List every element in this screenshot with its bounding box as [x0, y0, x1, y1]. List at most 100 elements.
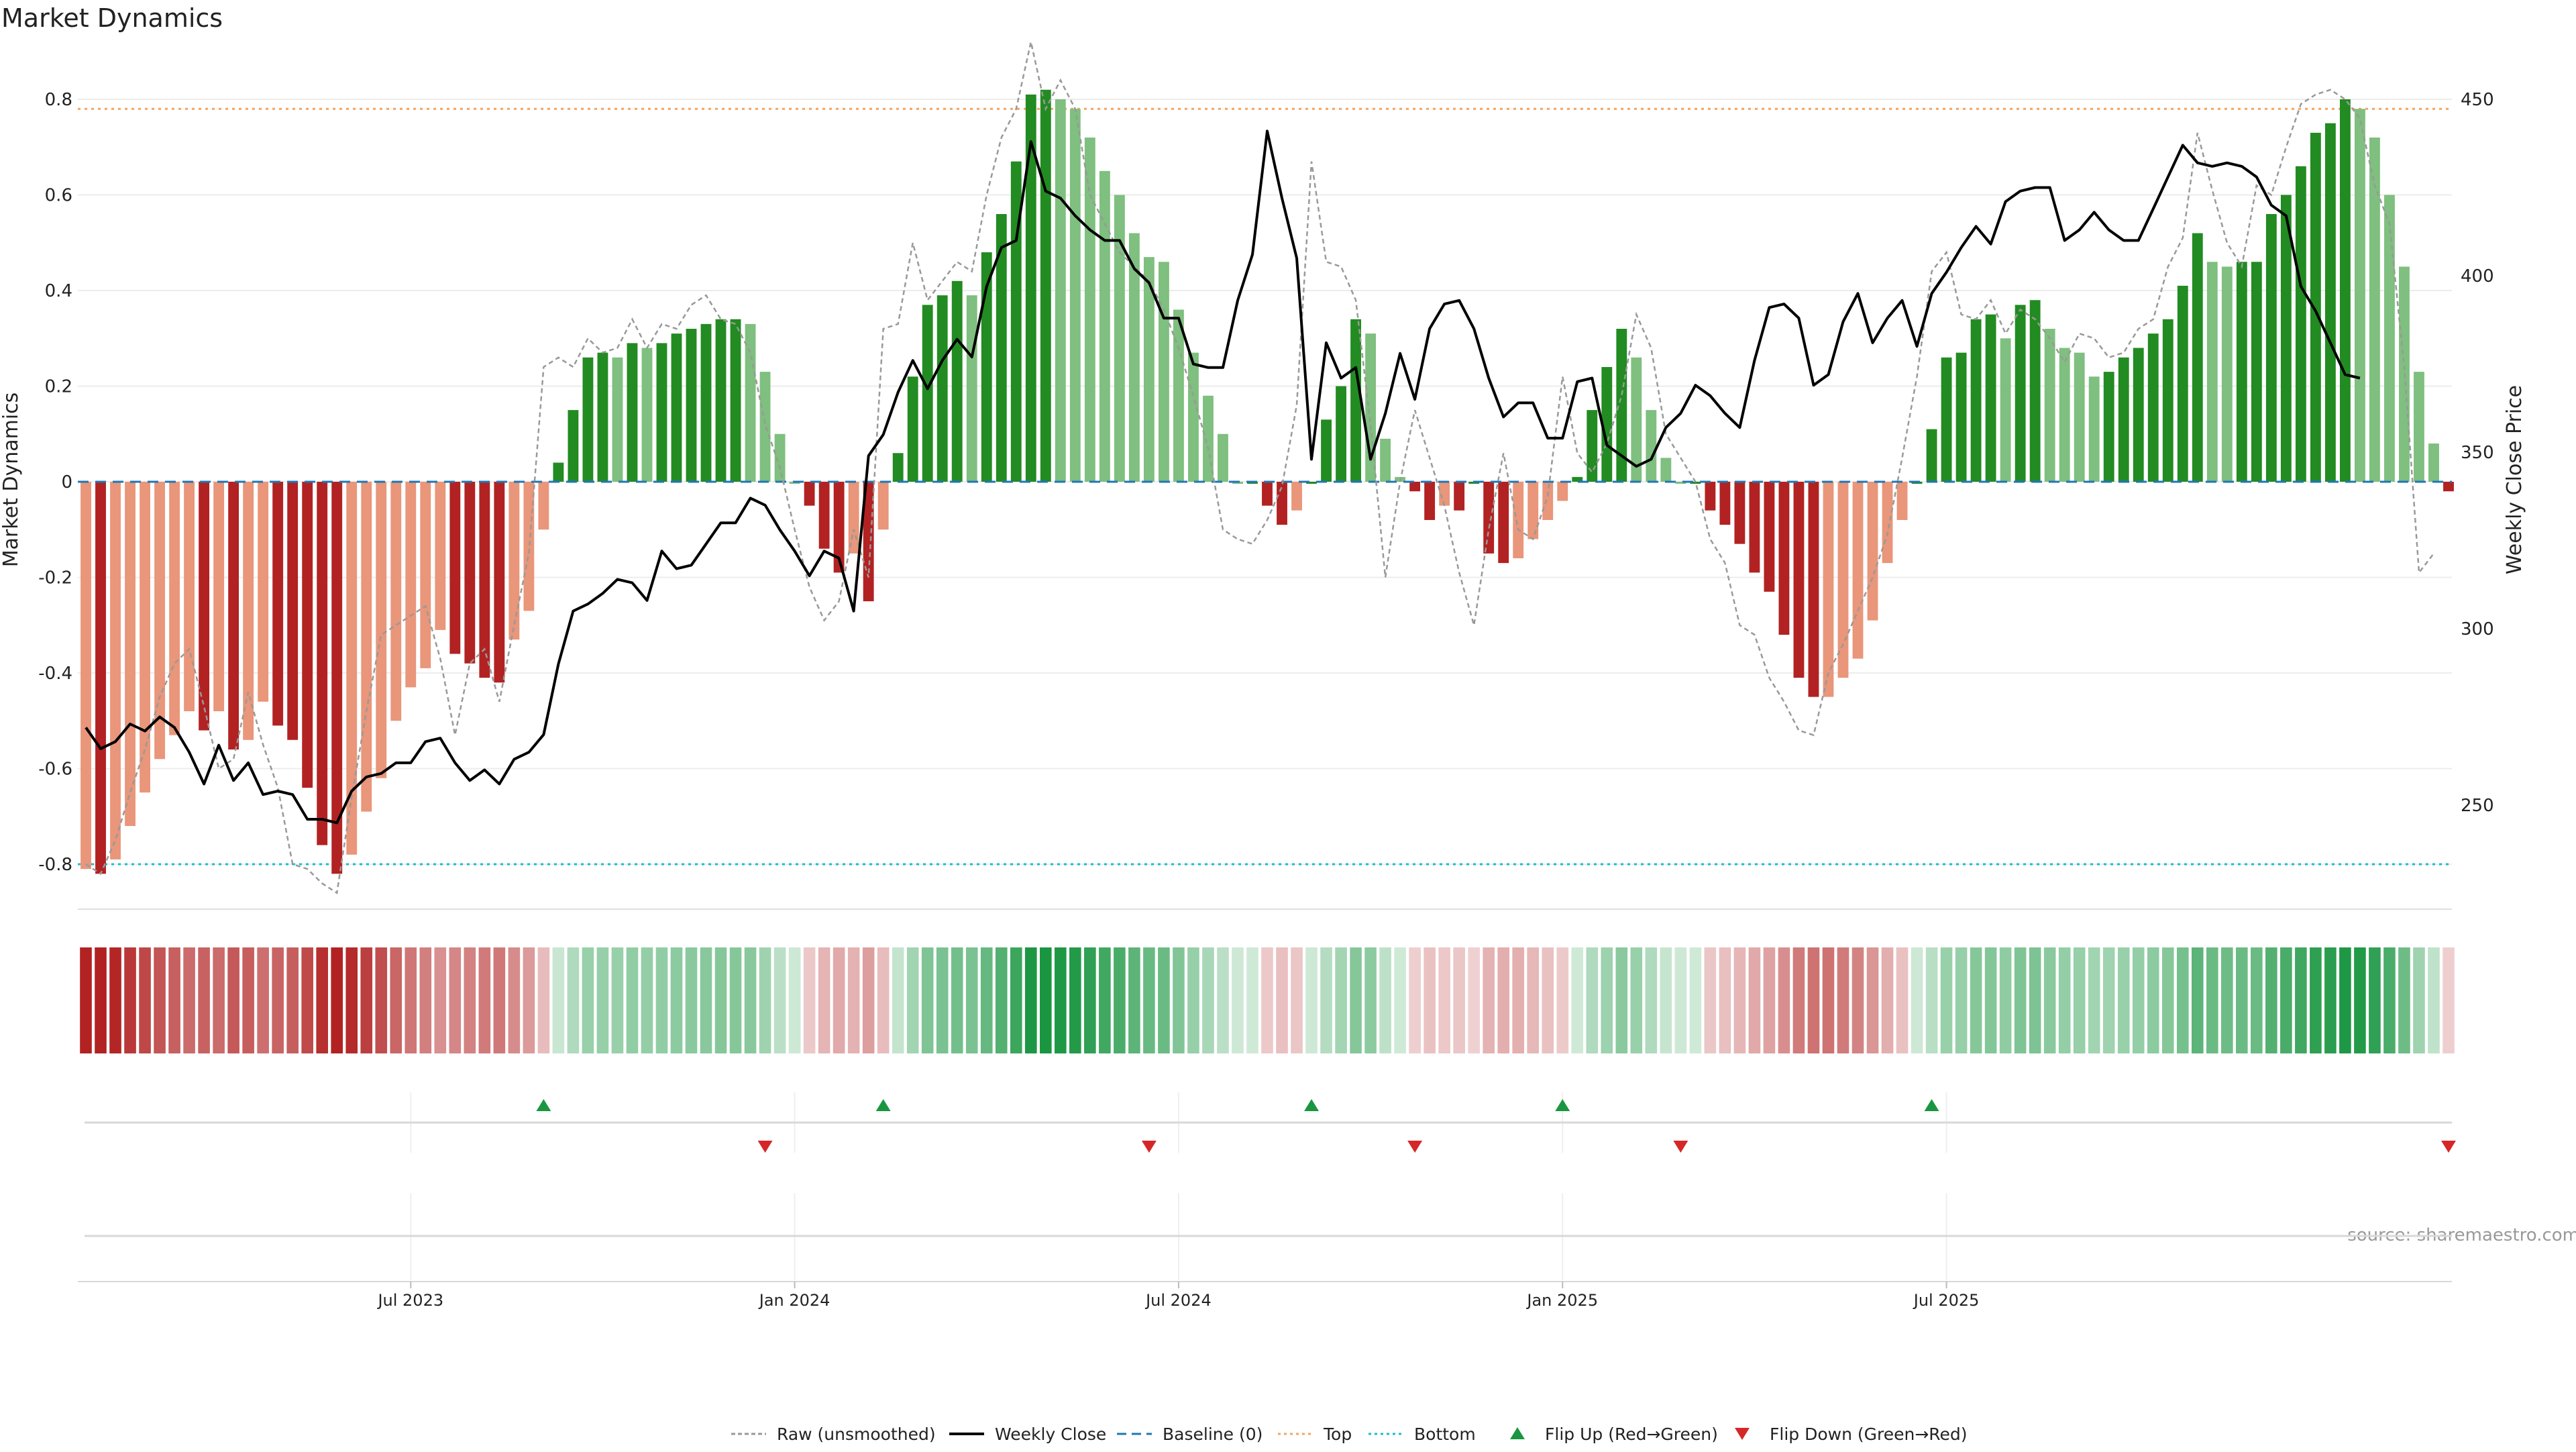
regime-cell: [95, 947, 107, 1053]
bar: [361, 482, 372, 812]
bar: [1454, 482, 1465, 511]
y2-tick-label: 400: [2461, 266, 2494, 287]
regime-cell: [213, 947, 225, 1053]
regime-cell: [567, 947, 580, 1053]
regime-cell: [1542, 947, 1554, 1053]
regime-cell: [1114, 947, 1126, 1053]
legend-label: Flip Up (Red→Green): [1545, 1424, 1718, 1444]
regime-cell: [596, 947, 609, 1053]
regime-cell: [1335, 947, 1347, 1053]
legend-label: Raw (unsmoothed): [777, 1424, 936, 1444]
regime-cell: [2058, 947, 2071, 1053]
bar: [140, 482, 150, 793]
bar: [169, 482, 180, 735]
regime-cell: [2383, 947, 2396, 1053]
bar: [1380, 438, 1391, 482]
y-tick-label: -0.6: [38, 760, 72, 780]
regime-cell: [2295, 947, 2307, 1053]
bar: [951, 280, 963, 482]
regime-cell: [2073, 947, 2086, 1053]
regime-cell: [700, 947, 712, 1053]
bar: [2384, 195, 2395, 482]
regime-cell: [1630, 947, 1643, 1053]
regime-cell: [183, 947, 195, 1053]
flip-down-marker: [1407, 1141, 1423, 1153]
bar: [1867, 482, 1878, 621]
regime-cell: [2088, 947, 2100, 1053]
regime-cell: [1512, 947, 1525, 1053]
regime-cell: [2265, 947, 2277, 1053]
bar: [907, 376, 918, 482]
regime-cell: [1970, 947, 1982, 1053]
bar: [479, 482, 490, 678]
bar: [2162, 319, 2174, 482]
regime-cell: [1660, 947, 1672, 1053]
flip-panel: [78, 1092, 2456, 1282]
regime-cell: [360, 947, 373, 1053]
bar: [405, 482, 417, 688]
regime-cell: [1084, 947, 1096, 1053]
regime-cell: [744, 947, 757, 1053]
regime-cell: [2236, 947, 2248, 1053]
bar: [2443, 482, 2454, 492]
regime-cell: [478, 947, 491, 1053]
regime-cell: [1586, 947, 1599, 1053]
bar: [346, 482, 358, 855]
y-tick-label: 0.6: [45, 186, 72, 206]
bar: [1483, 482, 1495, 554]
regime-cell: [1320, 947, 1332, 1053]
bar: [1439, 482, 1450, 506]
grid-lines: [78, 99, 2452, 910]
bar: [641, 348, 653, 482]
regime-cell: [788, 947, 801, 1053]
bar: [804, 482, 815, 506]
bar: [243, 482, 254, 740]
bar: [228, 482, 239, 749]
bar: [1837, 482, 1849, 678]
bar: [1173, 309, 1184, 482]
regime-cell: [1807, 947, 1820, 1053]
bar: [1143, 257, 1155, 482]
y-tick-label: 0: [61, 472, 72, 492]
bar: [2236, 262, 2247, 482]
regime-cell: [773, 947, 786, 1053]
flip-down-marker: [1141, 1141, 1157, 1153]
regime-cell: [2161, 947, 2174, 1053]
bar: [1778, 482, 1790, 635]
regime-cell: [1556, 947, 1569, 1053]
regime-cell: [198, 947, 210, 1053]
y2-tick-label: 350: [2461, 443, 2494, 463]
regime-cell: [80, 947, 92, 1053]
regime-cell: [1601, 947, 1613, 1053]
y-tick-labels: 0.8 0.6 0.4 0.2 0 -0.2 -0.4 -0.6 -0.8: [38, 90, 72, 875]
regime-cell: [286, 947, 299, 1053]
regime-cell: [2132, 947, 2145, 1053]
legend: Raw (unsmoothed) Weekly Close Baseline (0)…: [731, 1424, 1968, 1444]
bar: [1542, 482, 1554, 520]
regime-cell: [759, 947, 771, 1053]
regime-cell: [1128, 947, 1140, 1053]
bar: [2355, 109, 2365, 482]
bar: [1158, 262, 1169, 482]
bar: [1587, 410, 1598, 482]
legend-item-close: Weekly Close: [949, 1424, 1106, 1444]
flip-up-marker: [1304, 1099, 1320, 1111]
bar: [2147, 333, 2159, 482]
bar: [981, 252, 992, 482]
regime-cell: [1571, 947, 1584, 1053]
y2-tick-label: 300: [2461, 619, 2494, 639]
regime-cell: [1719, 947, 1731, 1053]
legend-swatch: [1510, 1427, 1525, 1439]
legend-label: Top: [1323, 1424, 1352, 1444]
legend-item-down: Flip Down (Green→Red): [1735, 1424, 1968, 1444]
bar: [2103, 372, 2114, 482]
bar: [1601, 367, 1613, 482]
bar: [1749, 482, 1760, 573]
regime-cell: [1276, 947, 1288, 1053]
regime-cell: [1364, 947, 1377, 1053]
bar: [1188, 352, 1199, 482]
bar: [2206, 262, 2218, 482]
regime-cell: [1955, 947, 1968, 1053]
bar: [110, 482, 121, 860]
regime-cell: [2324, 947, 2337, 1053]
